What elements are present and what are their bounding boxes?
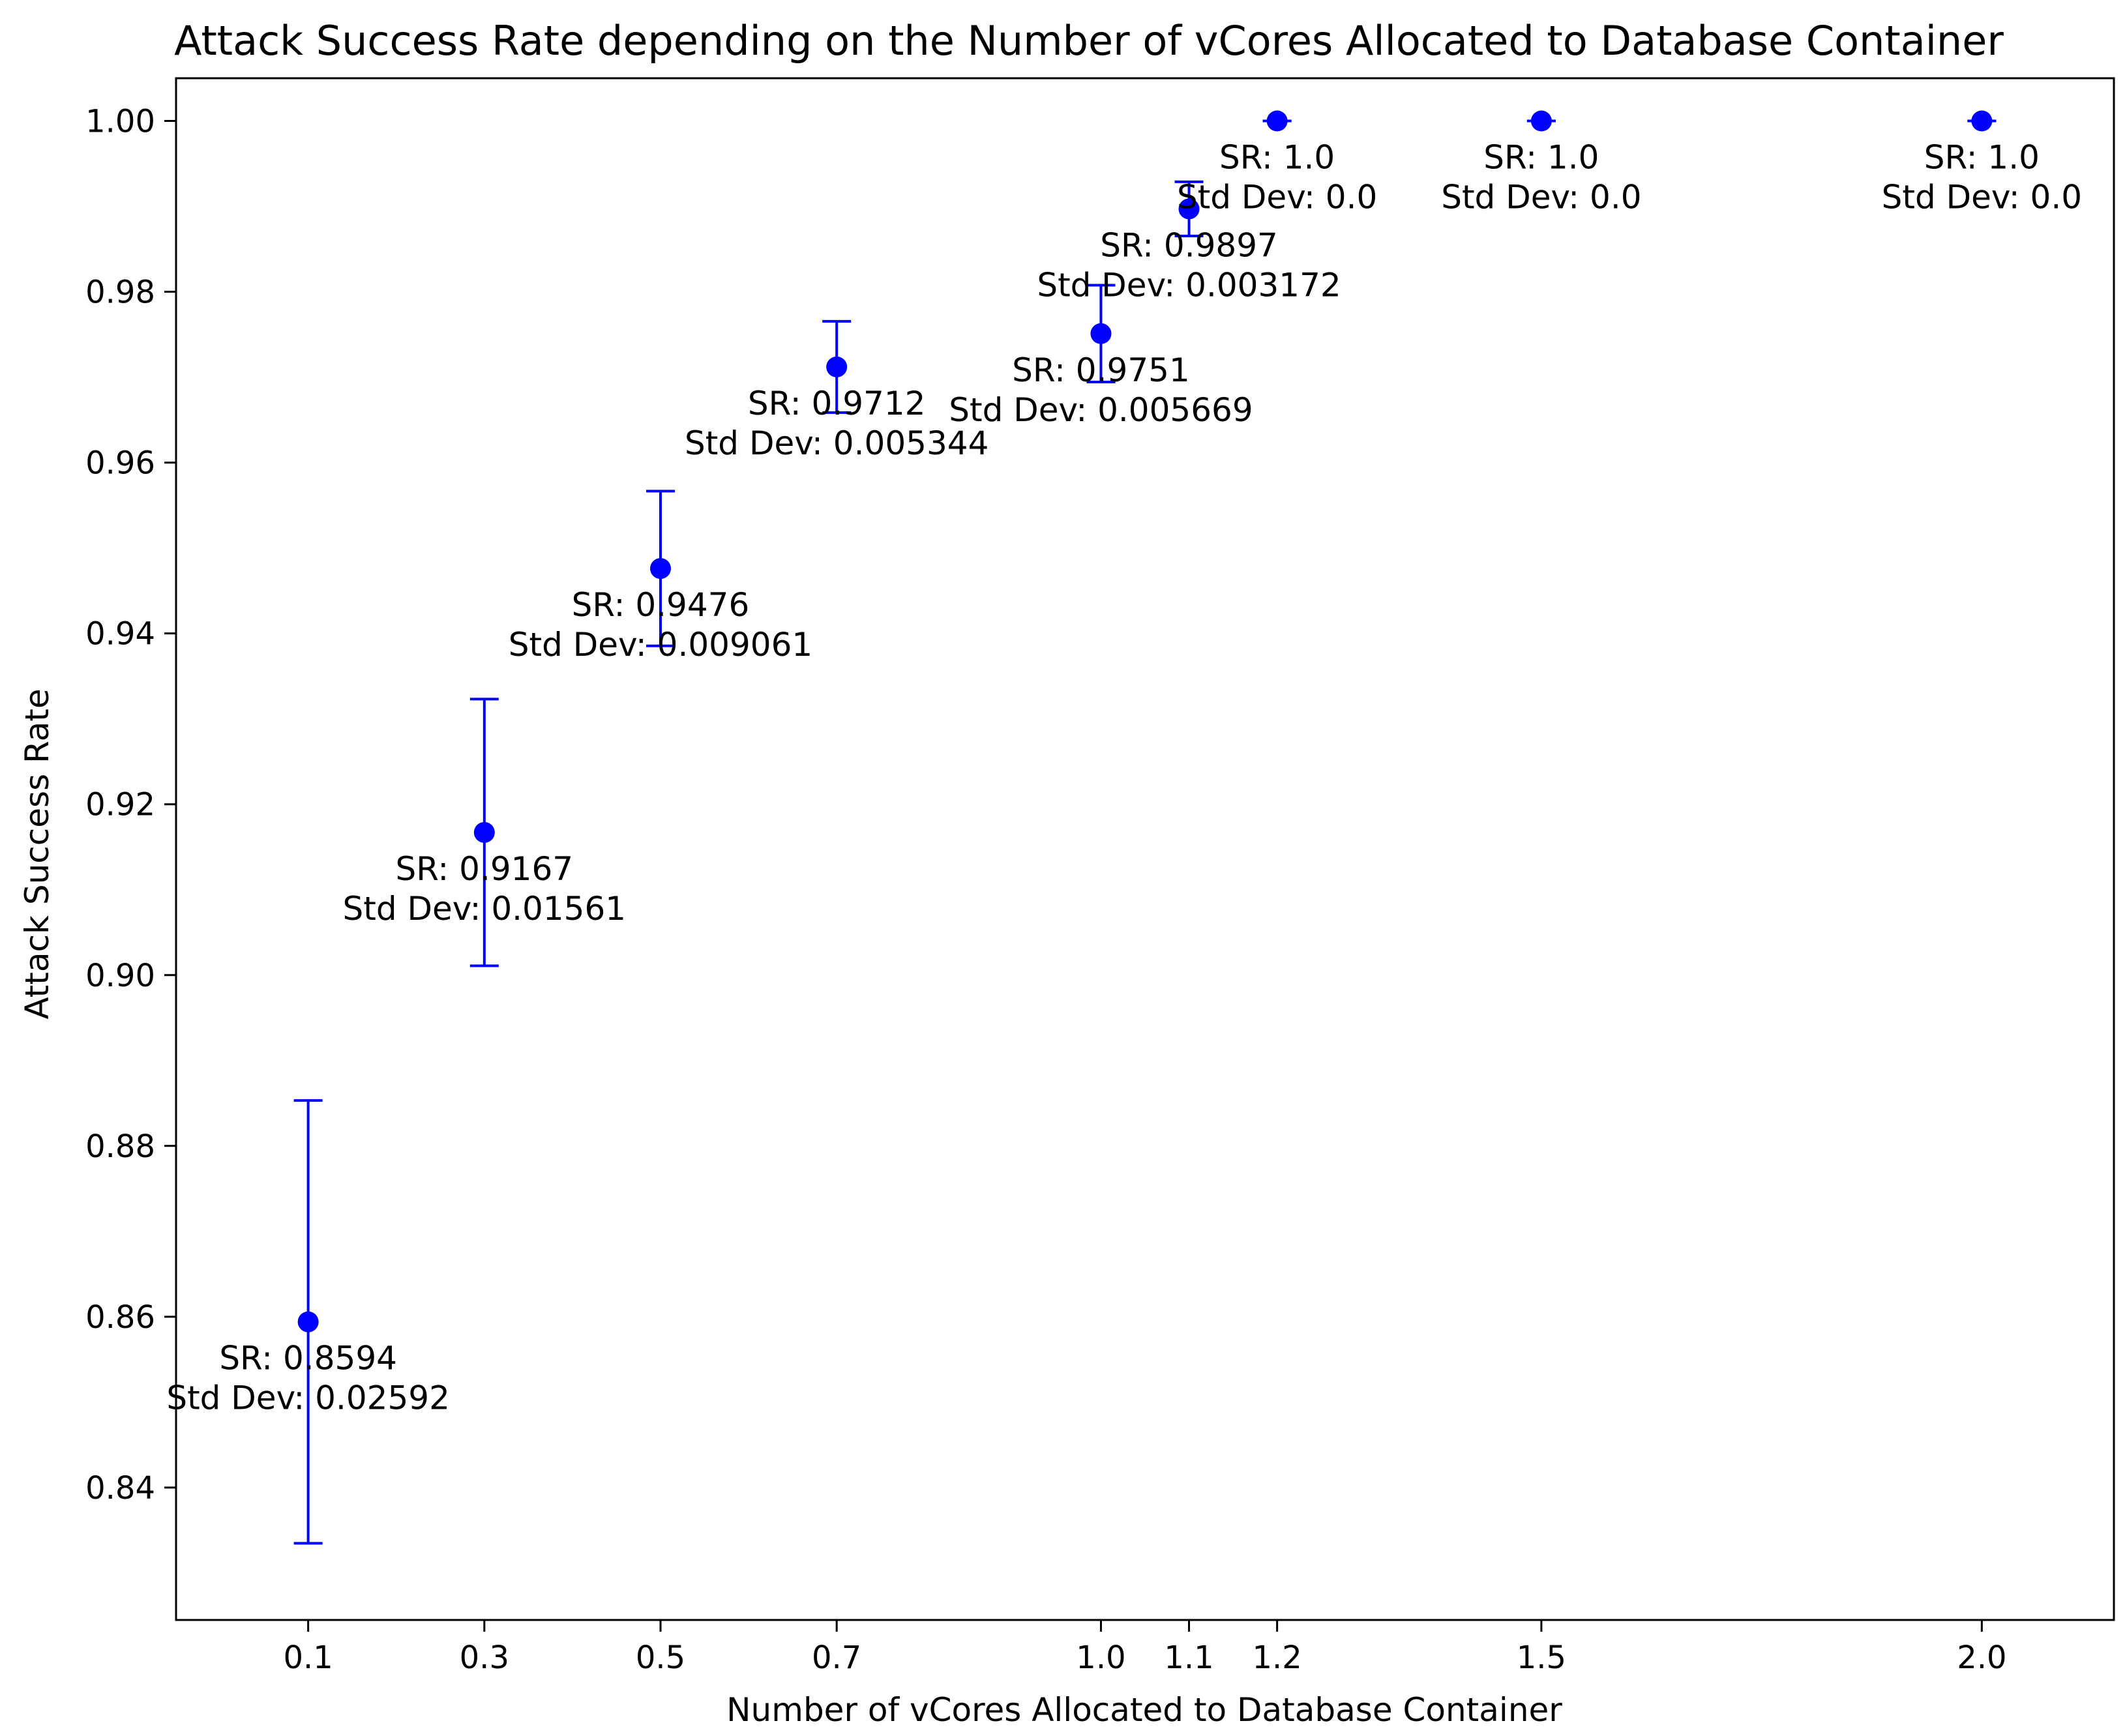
- data-point: [650, 558, 671, 580]
- annotation-sr: SR: 1.0: [1219, 139, 1335, 177]
- x-tick-label: 1.2: [1252, 1640, 1301, 1676]
- annotation-sr: SR: 0.9751: [1012, 351, 1190, 389]
- x-tick-label: 0.3: [460, 1640, 509, 1676]
- annotation-std-dev: Std Dev: 0.009061: [509, 626, 812, 664]
- chart-title: Attack Success Rate depending on the Num…: [174, 17, 2004, 65]
- y-tick-label: 0.88: [85, 1128, 155, 1165]
- annotation-std-dev: Std Dev: 0.01561: [343, 890, 627, 928]
- data-point: [1090, 323, 1112, 344]
- annotation-sr: SR: 0.9897: [1100, 226, 1278, 264]
- x-tick-label: 2.0: [1957, 1640, 2006, 1676]
- x-tick-label: 1.0: [1076, 1640, 1125, 1676]
- x-tick-label: 1.5: [1517, 1640, 1566, 1676]
- y-tick-label: 0.96: [85, 445, 155, 482]
- annotation-std-dev: Std Dev: 0.0: [1177, 179, 1377, 216]
- y-tick-label: 0.84: [85, 1470, 155, 1507]
- plot-frame: [175, 77, 2115, 1621]
- annotation-std-dev: Std Dev: 0.0: [1882, 179, 2082, 216]
- data-point: [1266, 110, 1288, 132]
- x-axis-label: Number of vCores Allocated to Database C…: [726, 1691, 1562, 1729]
- annotation-std-dev: Std Dev: 0.005344: [685, 424, 988, 462]
- data-point: [1971, 110, 1993, 132]
- annotation-sr: SR: 0.9712: [748, 385, 926, 422]
- data-point: [473, 821, 495, 843]
- y-tick-label: 1.00: [85, 104, 155, 140]
- y-tick-label: 0.94: [85, 616, 155, 653]
- annotation-sr: SR: 1.0: [1924, 139, 2040, 177]
- y-tick-label: 0.86: [85, 1299, 155, 1336]
- x-tick-label: 1.1: [1164, 1640, 1213, 1676]
- y-axis-label: Attack Success Rate: [18, 688, 56, 1019]
- data-point: [826, 356, 848, 377]
- y-tick-label: 0.90: [85, 958, 155, 994]
- data-point: [297, 1311, 319, 1332]
- annotation-std-dev: Std Dev: 0.005669: [949, 391, 1253, 429]
- annotation-sr: SR: 0.9167: [395, 850, 573, 888]
- annotation-sr: SR: 1.0: [1483, 139, 1599, 177]
- data-point: [1530, 110, 1552, 132]
- plot-marks: 0.1 0.3 0.5 0.7 1.0 1.1 1.2 1.5 2.0 0.84 0.86 0.88 0…: [85, 104, 2082, 1676]
- x-tick-label: 0.1: [283, 1640, 333, 1676]
- annotation-sr: SR: 0.8594: [219, 1340, 397, 1377]
- x-tick-label: 0.5: [636, 1640, 685, 1676]
- annotation-std-dev: Std Dev: 0.003172: [1037, 266, 1341, 304]
- x-tick-label: 0.7: [812, 1640, 861, 1676]
- annotation-sr: SR: 0.9476: [572, 586, 750, 624]
- y-tick-label: 0.92: [85, 787, 155, 823]
- annotation-std-dev: Std Dev: 0.0: [1441, 179, 1641, 216]
- y-tick-label: 0.98: [85, 274, 155, 311]
- data-point: [1178, 198, 1200, 220]
- annotation-std-dev: Std Dev: 0.02592: [166, 1379, 450, 1417]
